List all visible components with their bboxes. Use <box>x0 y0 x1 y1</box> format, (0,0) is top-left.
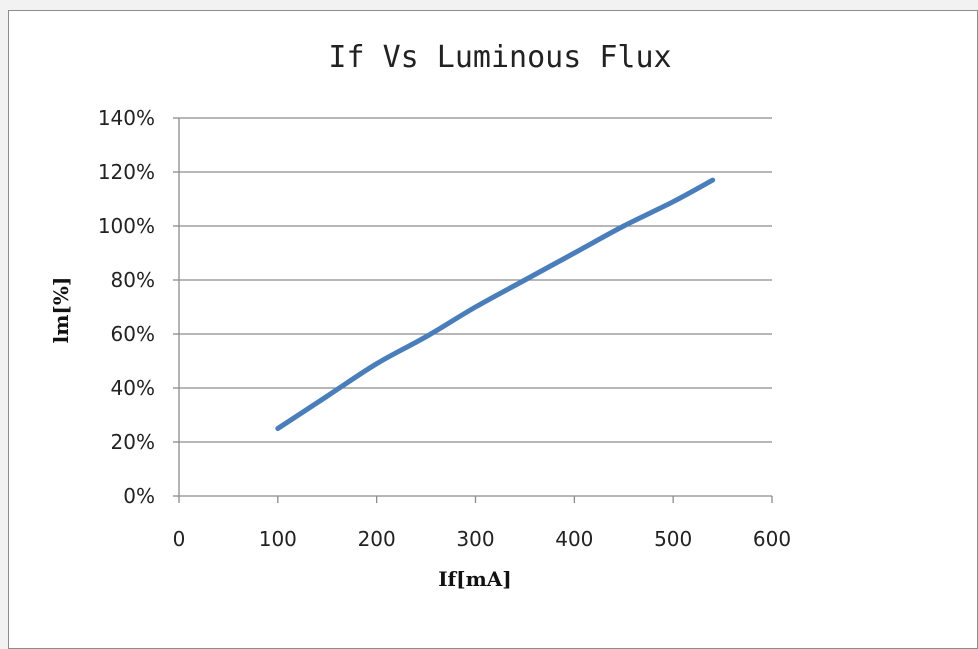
y-tick-label: 80% <box>111 268 155 292</box>
series-group <box>275 177 716 431</box>
x-tick-label: 600 <box>753 527 791 551</box>
y-tick-label: 100% <box>98 214 155 238</box>
y-axis-label: lm[%] <box>49 277 73 344</box>
x-axis-label: If[mA] <box>438 567 512 591</box>
y-tick-label: 20% <box>111 430 155 454</box>
y-tick-label: 0% <box>123 484 155 508</box>
y-tick-label: 140% <box>98 106 155 130</box>
chart-title: If Vs Luminous Flux <box>328 40 671 75</box>
y-tick-label: 60% <box>111 322 155 346</box>
y-tick-labels: 0% 20% 40% 60% 80% 100% 120% 140% <box>98 106 155 508</box>
x-tick-label: 300 <box>456 527 494 551</box>
y-tick-label: 40% <box>111 376 155 400</box>
x-tick-label: 100 <box>259 527 297 551</box>
x-tick-label: 0 <box>173 527 186 551</box>
x-tick-label: 400 <box>555 527 593 551</box>
y-tick-label: 120% <box>98 160 155 184</box>
x-tick-label: 200 <box>358 527 396 551</box>
x-tick-label: 500 <box>654 527 692 551</box>
grid-lines <box>179 117 772 443</box>
series-line <box>275 177 716 431</box>
chart-area <box>8 10 978 649</box>
x-tick-labels: 0 100 200 300 400 500 600 <box>173 527 791 551</box>
axes <box>173 117 773 503</box>
